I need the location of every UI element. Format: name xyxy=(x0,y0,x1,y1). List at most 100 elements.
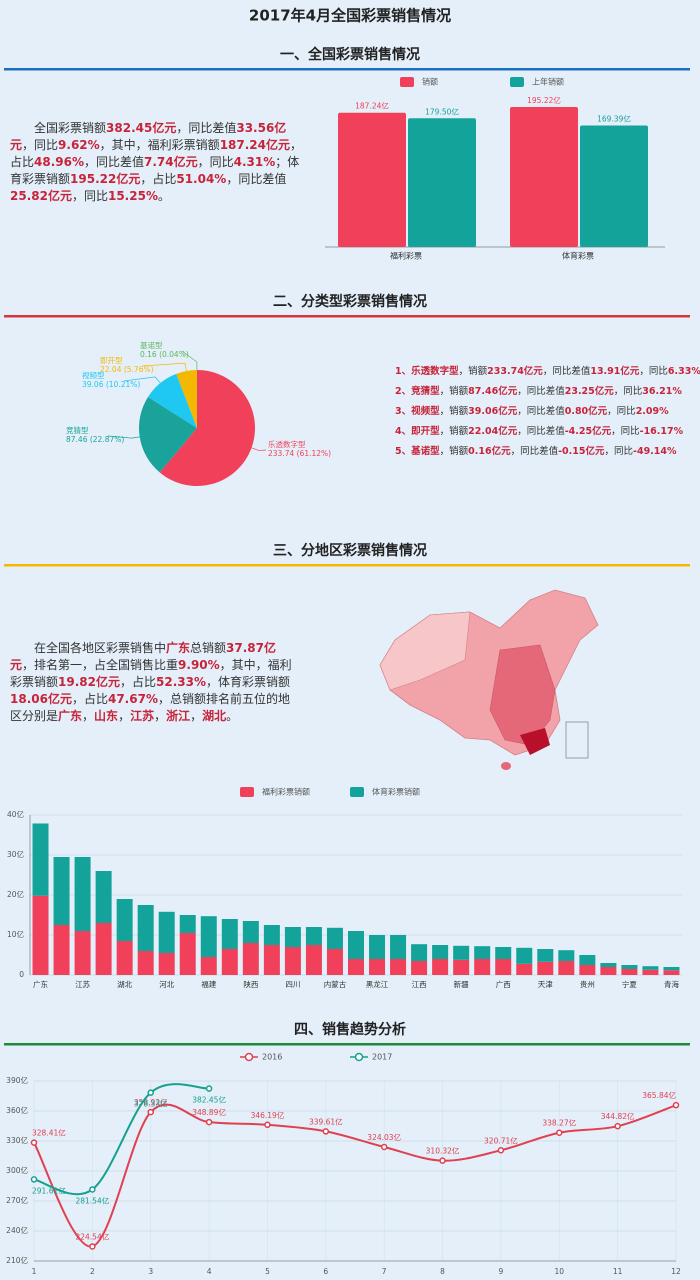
x-tick-label: 四川 xyxy=(285,980,300,989)
bar-segment xyxy=(453,945,470,960)
value-label: 382.45亿 xyxy=(192,1095,226,1105)
text: ，同比差值 xyxy=(517,426,565,437)
bar-segment xyxy=(495,947,512,959)
bar-segment xyxy=(348,959,364,975)
highlight-text: 9.62% xyxy=(58,138,100,152)
legend-label: 上年销额 xyxy=(532,77,564,87)
x-tick-label: 内蒙古 xyxy=(324,979,347,989)
slice-label: 基诺型 xyxy=(140,340,163,350)
pie-slice xyxy=(147,373,197,428)
text: ，同比 xyxy=(22,138,59,152)
legend-label: 销额 xyxy=(422,77,438,87)
text: ，销额 xyxy=(439,446,469,457)
section-rule xyxy=(4,564,690,567)
x-tick-label: 8 xyxy=(440,1267,445,1276)
bar-segment xyxy=(221,949,238,975)
text: 总销额 xyxy=(190,641,227,655)
text: ，占比 xyxy=(140,172,177,186)
highlight-text: 0.16亿元 xyxy=(468,446,511,457)
x-tick-label: 宁夏 xyxy=(622,979,637,989)
text: 。 xyxy=(157,189,170,203)
section-title: 一、全国彩票销售情况 xyxy=(280,46,420,63)
highlight-text: 23.25亿元 xyxy=(564,386,614,397)
point xyxy=(556,1129,563,1136)
point xyxy=(205,1085,213,1092)
x-tick-label: 青海 xyxy=(664,979,679,989)
bar-segment xyxy=(74,931,91,975)
value-label: 328.41亿 xyxy=(32,1128,66,1138)
highlight-text: 187.24亿元 xyxy=(219,138,290,152)
bar-segment xyxy=(179,915,196,933)
value-label: 187.24亿 xyxy=(355,101,389,111)
x-tick-label: 湖北 xyxy=(117,980,132,989)
bar xyxy=(510,107,578,247)
text: ， xyxy=(118,709,131,723)
highlight-text: 33.56亿元 xyxy=(10,121,287,152)
region-map xyxy=(379,589,599,770)
value-label: 348.89亿 xyxy=(192,1107,226,1117)
bar-segment xyxy=(32,895,49,975)
bar-segment xyxy=(95,923,112,975)
highlight-text: 4、即开型 xyxy=(395,426,440,437)
text: ，占比 xyxy=(71,692,108,706)
slice-label: 视频型 xyxy=(82,370,105,380)
type-note: 3、视频型，销额39.06亿元，同比差值0.80亿元，同比2.09% xyxy=(395,402,700,422)
slice-label: 乐透数字型 xyxy=(268,439,306,449)
text: ，同比 xyxy=(197,155,234,169)
highlight-text: 51.04% xyxy=(176,172,227,186)
point xyxy=(147,1089,154,1096)
leader-line xyxy=(107,435,140,439)
legend-label: 2016 xyxy=(262,1053,282,1062)
slice-value-label: 87.46 (22.87%) xyxy=(66,435,124,444)
page-title: 2017年4月全国彩票销售情况 xyxy=(249,7,451,25)
text: ，同比 xyxy=(604,446,634,457)
bar-segment xyxy=(179,933,196,975)
y-tick-label: 210亿 xyxy=(6,1255,28,1265)
bar-segment xyxy=(390,959,407,975)
legend-label: 2017 xyxy=(372,1053,392,1062)
slice-value-label: 22.04 (5.76%) xyxy=(100,365,154,374)
value-label: 291.61亿 xyxy=(32,1185,66,1195)
bar-segment xyxy=(284,947,301,975)
text: ，其中，福利彩票销额 xyxy=(10,658,292,689)
highlight-text: -16.17% xyxy=(639,426,684,437)
bar-segment xyxy=(369,935,386,959)
point xyxy=(30,1176,38,1183)
type-note: 2、竞猜型，销额87.46亿元，同比差值23.25亿元，同比36.21% xyxy=(395,382,700,402)
bar-segment xyxy=(411,944,428,961)
leader-line xyxy=(181,350,198,371)
x-tick-label: 贵州 xyxy=(580,979,595,989)
highlight-text: 15.25% xyxy=(107,189,158,203)
text: ，总销额排名前五位的地区分别是 xyxy=(10,692,290,723)
value-label: 169.39亿 xyxy=(597,114,631,124)
text: ，排名第一，占全国销售比重 xyxy=(22,658,179,672)
bar-segment xyxy=(621,969,638,975)
highlight-text: 6.33% xyxy=(667,366,700,377)
bar-segment xyxy=(284,927,301,947)
highlight-text: 39.06亿元 xyxy=(468,406,518,417)
value-label: 224.54亿 xyxy=(75,1231,109,1241)
highlight-text: 22.04亿元 xyxy=(468,426,518,437)
y-tick-label: 20亿 xyxy=(7,889,25,899)
y-tick-label: 270亿 xyxy=(6,1195,28,1205)
value-label: 346.19亿 xyxy=(251,1110,285,1120)
bar-segment xyxy=(558,961,575,975)
leader-line xyxy=(123,376,161,384)
x-tick-label: 广东 xyxy=(33,979,48,989)
highlight-text: 1、乐透数字型 xyxy=(395,366,459,377)
x-tick-label: 黑龙江 xyxy=(366,979,389,989)
value-label: 179.50亿 xyxy=(425,106,459,116)
x-tick-label: 3 xyxy=(148,1267,153,1276)
legend-swatch xyxy=(510,77,524,87)
highlight-text: 0.80亿元 xyxy=(564,406,608,417)
highlight-text: 13.91亿元 xyxy=(590,366,640,377)
text: ， xyxy=(82,709,95,723)
bar-segment xyxy=(200,957,217,975)
bar xyxy=(580,125,648,247)
section-title: 四、销售趋势分析 xyxy=(294,1021,406,1038)
x-tick-label: 河北 xyxy=(159,980,174,989)
highlight-text: 87.46亿元 xyxy=(468,386,518,397)
bar-segment xyxy=(600,963,617,967)
value-label: 310.32亿 xyxy=(426,1146,460,1156)
text: ，同比差值 xyxy=(510,446,559,457)
